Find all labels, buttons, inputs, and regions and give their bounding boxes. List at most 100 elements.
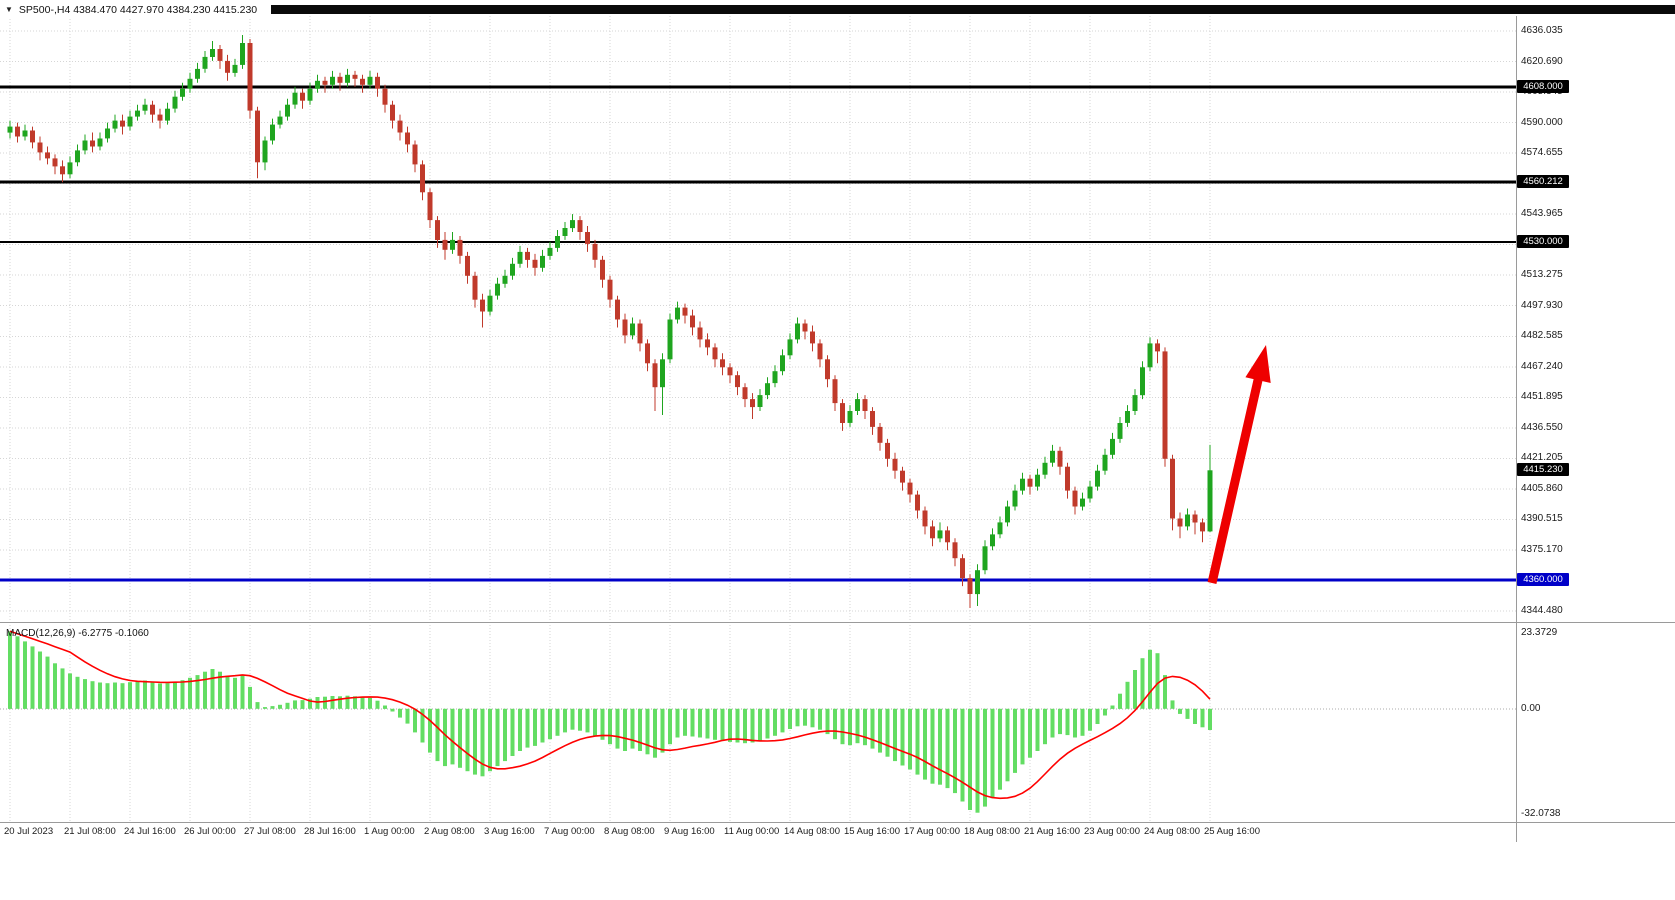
candle-body: [420, 164, 425, 193]
price-tick-label: 4375.170: [1521, 543, 1563, 555]
candle-body: [285, 104, 290, 117]
macd-indicator-label: MACD(12,26,9) -6.2775 -0.1060: [6, 628, 149, 639]
candle-body: [810, 331, 815, 344]
candle-body: [270, 124, 275, 141]
candle-body: [952, 542, 958, 559]
candle-body: [195, 68, 200, 79]
macd-bar: [98, 682, 102, 709]
macd-bar: [308, 698, 312, 709]
macd-bar: [270, 706, 275, 709]
macd-bar: [263, 707, 267, 709]
candle-body: [232, 64, 238, 73]
candle-body: [975, 570, 980, 595]
macd-bar: [765, 708, 770, 739]
macd-indicator-chart[interactable]: [0, 625, 1516, 822]
macd-bar: [428, 708, 432, 753]
candle-body: [1050, 450, 1055, 463]
macd-bar: [660, 708, 665, 753]
candle-body: [982, 546, 988, 571]
candle-body: [825, 359, 830, 380]
macd-bar: [518, 708, 522, 751]
main-price-chart[interactable]: [0, 16, 1516, 622]
candle-body: [495, 283, 500, 296]
macd-bar: [150, 681, 155, 709]
candle-body: [667, 319, 673, 360]
candle-body: [645, 343, 650, 364]
macd-bar: [458, 708, 462, 768]
candle-body: [1065, 466, 1070, 491]
price-axis[interactable]: 4636.0354620.6904605.3454590.0004574.655…: [1517, 16, 1675, 622]
macd-bar: [788, 708, 792, 729]
time-axis[interactable]: 20 Jul 2023 21 Jul 08:00 24 Jul 16:00 26 Ju…: [0, 824, 1675, 842]
candle-body: [862, 399, 868, 411]
macd-bar: [555, 708, 560, 736]
level-price-badge: 4560.212: [1517, 174, 1569, 188]
macd-bar: [15, 636, 20, 709]
macd-bar: [833, 708, 837, 740]
candle-body: [1110, 438, 1115, 455]
candle-body: [15, 126, 20, 137]
macd-bar: [240, 675, 245, 709]
candle-body: [525, 251, 530, 260]
macd-bar: [1185, 708, 1190, 719]
macd-grid-lines: [0, 625, 1516, 822]
candle-body: [127, 116, 133, 127]
candle-body: [262, 140, 268, 163]
candle-body: [705, 339, 710, 348]
macd-bar: [300, 700, 305, 709]
macd-bar: [990, 708, 995, 799]
time-tick-label: 24 Jul 16:00: [124, 826, 176, 837]
macd-tick-label: -32.0738: [1521, 808, 1561, 819]
macd-name: MACD(12,26,9): [6, 628, 76, 639]
panel-separator[interactable]: [0, 622, 1675, 623]
symbol-dropdown-icon[interactable]: ▼: [5, 5, 13, 14]
candle-body: [442, 239, 448, 250]
candle-body: [652, 363, 658, 388]
macd-bar: [773, 708, 777, 736]
time-tick-label: 23 Aug 00:00: [1084, 826, 1140, 837]
macd-bar: [638, 708, 642, 751]
macd-bar: [60, 668, 65, 709]
macd-bar: [473, 708, 477, 775]
horizontal-level-lines[interactable]: [0, 85, 1516, 582]
candle-body: [1132, 395, 1138, 411]
candle-body: [622, 319, 628, 336]
candle-body: [7, 126, 13, 133]
candle-body: [1095, 470, 1100, 487]
candle-body: [712, 347, 718, 360]
time-tick-label: 17 Aug 00:00: [904, 826, 960, 837]
trend-arrow[interactable]: [1207, 345, 1271, 584]
candle-body: [532, 259, 538, 268]
axis-separator: [0, 822, 1675, 823]
level-price-badge: 4608.000: [1517, 79, 1569, 93]
candle-body: [840, 403, 845, 423]
price-tick-label: 4543.965: [1521, 208, 1563, 220]
candle-body: [322, 80, 328, 85]
candle-body: [1012, 490, 1018, 507]
candle-body: [277, 116, 283, 125]
macd-bar: [1125, 681, 1130, 709]
macd-bar: [713, 708, 717, 740]
price-tick-label: 4405.860: [1521, 482, 1563, 494]
candle-body: [375, 76, 380, 89]
time-tick-label: 14 Aug 08:00: [784, 826, 840, 837]
macd-bar: [278, 704, 282, 709]
candle-body: [615, 299, 620, 320]
macd-bar: [30, 646, 35, 709]
macd-bar: [323, 696, 327, 709]
macd-bar: [83, 679, 87, 709]
macd-bar: [75, 676, 80, 709]
candle-body: [187, 78, 193, 89]
macd-bar: [780, 708, 785, 733]
candle-body: [555, 236, 560, 248]
candle-body: [405, 132, 410, 145]
time-tick-label: 20 Jul 2023: [4, 826, 54, 837]
macd-axis[interactable]: 23.3729 0.00 -32.0738: [1517, 625, 1675, 822]
macd-bar: [405, 708, 410, 724]
macd-bar: [330, 696, 335, 709]
candle-body: [202, 56, 208, 69]
candle-body: [630, 323, 635, 336]
candle-body: [990, 534, 995, 547]
macd-bar: [165, 683, 170, 709]
macd-bar: [1073, 708, 1077, 738]
